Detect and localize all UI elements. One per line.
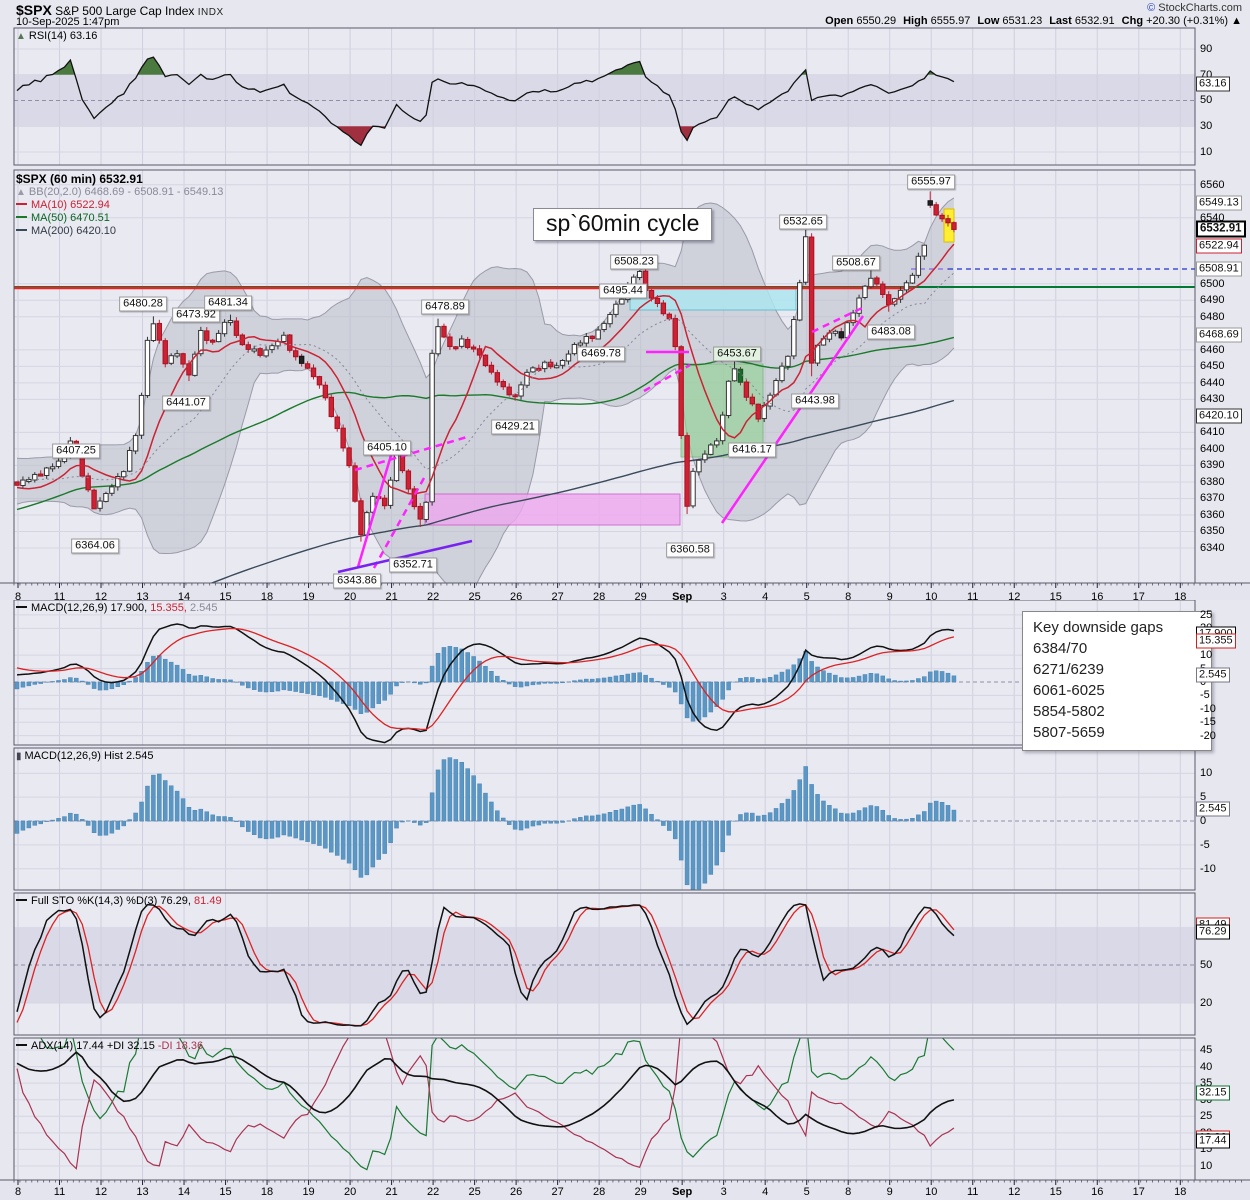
chart-page: $SPX S&P 500 Large Cap Index INDX 10-Sep…	[0, 2, 1250, 1200]
chart-canvas	[0, 27, 1250, 1185]
